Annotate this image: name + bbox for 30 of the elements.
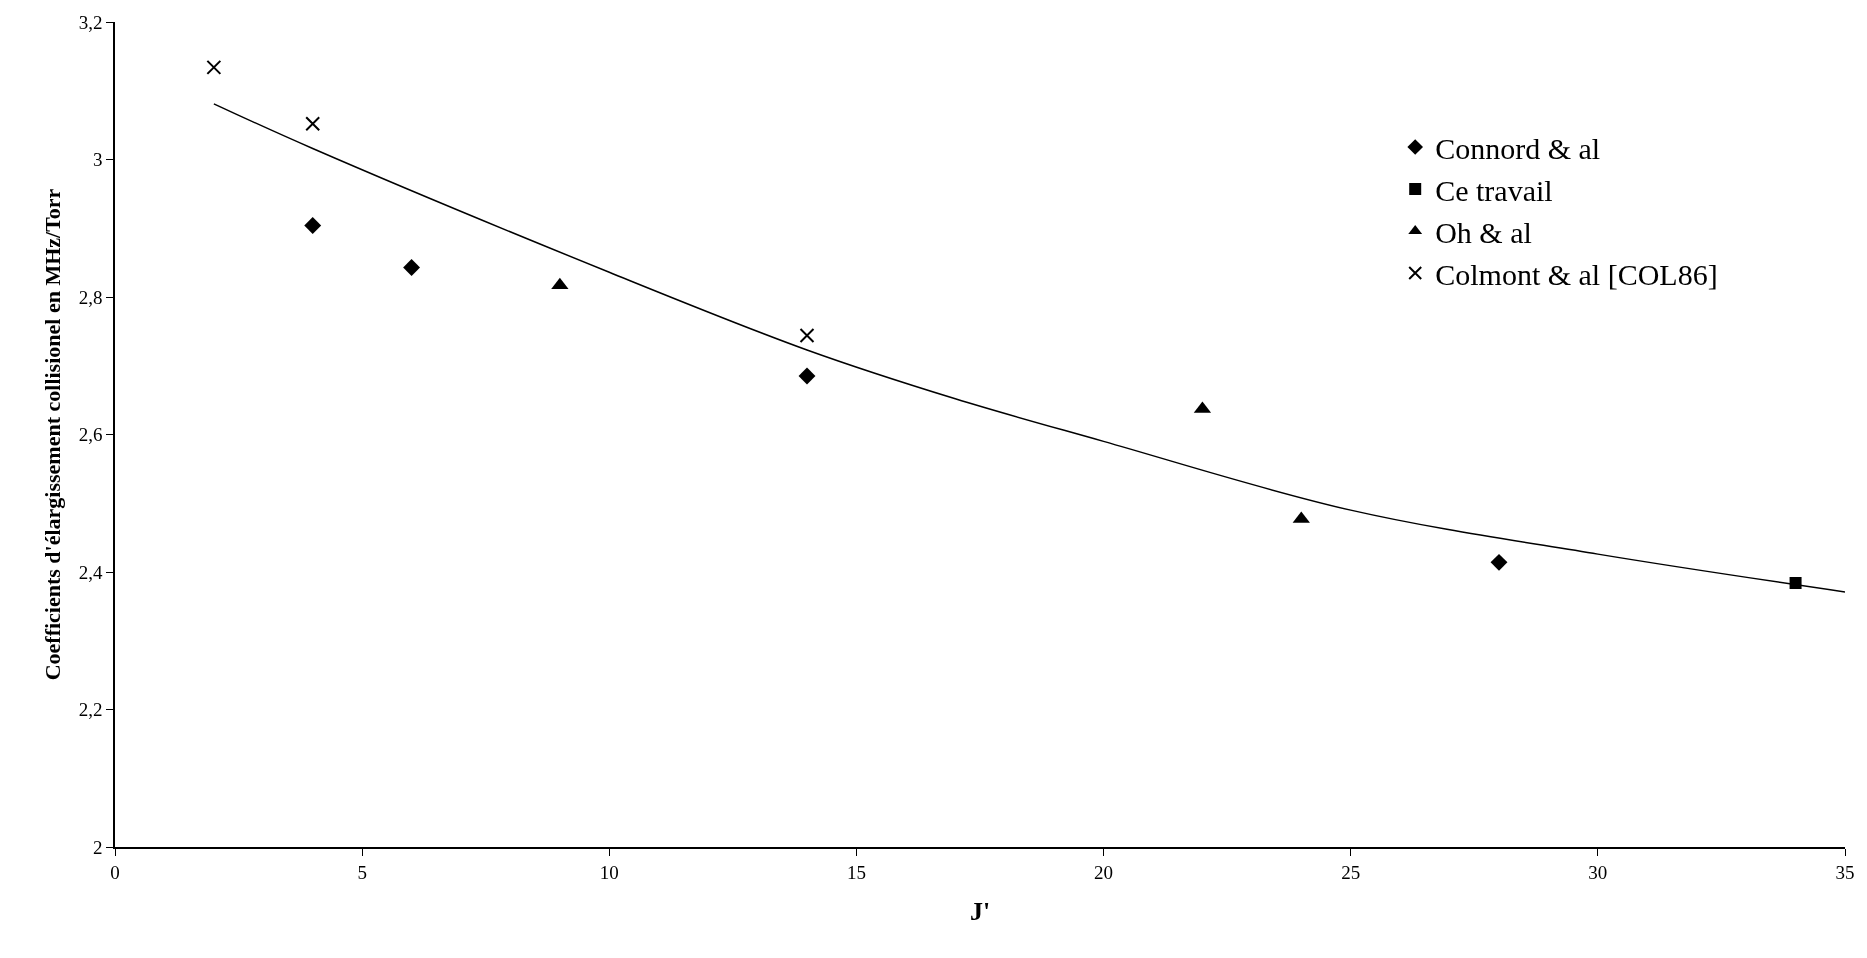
legend-label: Connord & al bbox=[1435, 131, 1601, 165]
point bbox=[799, 328, 815, 343]
x-tick-label: 10 bbox=[599, 861, 619, 883]
y-tick-label: 2 bbox=[92, 836, 103, 858]
legend-label: Oh & al bbox=[1435, 215, 1532, 249]
point bbox=[798, 367, 816, 385]
x-tick-label: 0 bbox=[110, 861, 120, 883]
point bbox=[304, 217, 322, 234]
legend-label: Ce travail bbox=[1435, 173, 1553, 207]
point bbox=[551, 277, 569, 290]
line-series bbox=[213, 103, 1845, 593]
x-tick-label: 25 bbox=[1341, 861, 1361, 883]
point bbox=[1490, 553, 1508, 571]
y-tick-label: 3 bbox=[92, 149, 103, 171]
x-tick-label: 15 bbox=[846, 861, 866, 883]
y-tick-label: 3,2 bbox=[78, 11, 103, 33]
y-axis-title: Coefficients d'élargissement collisionel en MHz/Torr bbox=[40, 188, 65, 681]
point bbox=[403, 258, 421, 276]
x-tick-label: 35 bbox=[1835, 861, 1855, 883]
y-tick-label: 2,6 bbox=[78, 424, 103, 446]
x-tick-label: 30 bbox=[1588, 861, 1608, 883]
y-tick-label: 2,4 bbox=[78, 561, 103, 583]
x-axis-title: J' bbox=[969, 896, 991, 926]
point bbox=[206, 59, 222, 75]
point bbox=[305, 116, 321, 132]
y-tick-label: 2,2 bbox=[78, 699, 103, 721]
legend-label: Colmont & al [COL86] bbox=[1435, 257, 1718, 291]
x-tick-label: 5 bbox=[357, 861, 367, 883]
x-tick-label: 20 bbox=[1094, 861, 1114, 883]
y-tick-label: 2,8 bbox=[78, 286, 103, 308]
